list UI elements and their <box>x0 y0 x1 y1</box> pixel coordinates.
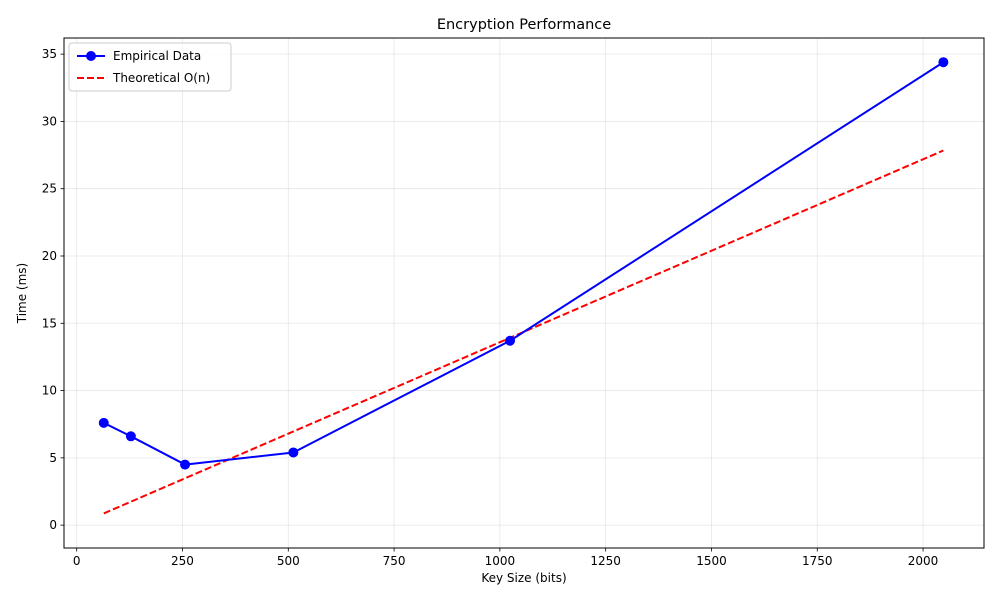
series-layer <box>98 57 949 515</box>
data-point <box>98 417 109 428</box>
legend-label-empirical: Empirical Data <box>113 49 201 63</box>
series-line-empirical <box>103 61 944 466</box>
y-tick-label: 30 <box>42 114 57 128</box>
x-axis-title: Key Size (bits) <box>481 571 566 585</box>
y-tick-label: 20 <box>42 249 57 263</box>
legend: Empirical Data Theoretical O(n) <box>68 42 232 92</box>
data-point <box>125 431 136 442</box>
y-tick-label: 35 <box>42 47 57 61</box>
x-tick-label: 1000 <box>485 554 516 568</box>
chart-title: Encryption Performance <box>437 17 611 33</box>
legend-label-theoretical: Theoretical O(n) <box>112 71 210 85</box>
ticks: 0 250 500 750 1000 1250 1500 1750 2000 0 5 10 15 20 25… <box>42 47 939 568</box>
data-point <box>288 447 299 458</box>
x-tick-label: 1750 <box>802 554 833 568</box>
y-tick-label: 25 <box>42 182 57 196</box>
y-tick-label: 0 <box>49 518 57 532</box>
x-tick-label: 500 <box>277 554 300 568</box>
legend-box <box>68 42 232 92</box>
y-tick-label: 10 <box>42 384 57 398</box>
x-tick-label: 2000 <box>908 554 939 568</box>
y-tick-label: 5 <box>49 451 57 465</box>
data-point <box>938 57 949 68</box>
x-tick-label: 0 <box>73 554 81 568</box>
x-tick-label: 250 <box>171 554 194 568</box>
plot-frame <box>63 37 985 549</box>
data-point <box>180 459 191 470</box>
legend-marker-empirical <box>86 51 96 61</box>
y-tick-label: 15 <box>42 316 57 330</box>
x-tick-label: 1500 <box>696 554 727 568</box>
series-line-theoretical <box>103 149 944 515</box>
grid <box>64 38 984 548</box>
x-tick-label: 1250 <box>590 554 621 568</box>
x-tick-label: 750 <box>383 554 406 568</box>
data-point <box>505 335 516 346</box>
y-axis-title: Time (ms) <box>15 263 29 325</box>
